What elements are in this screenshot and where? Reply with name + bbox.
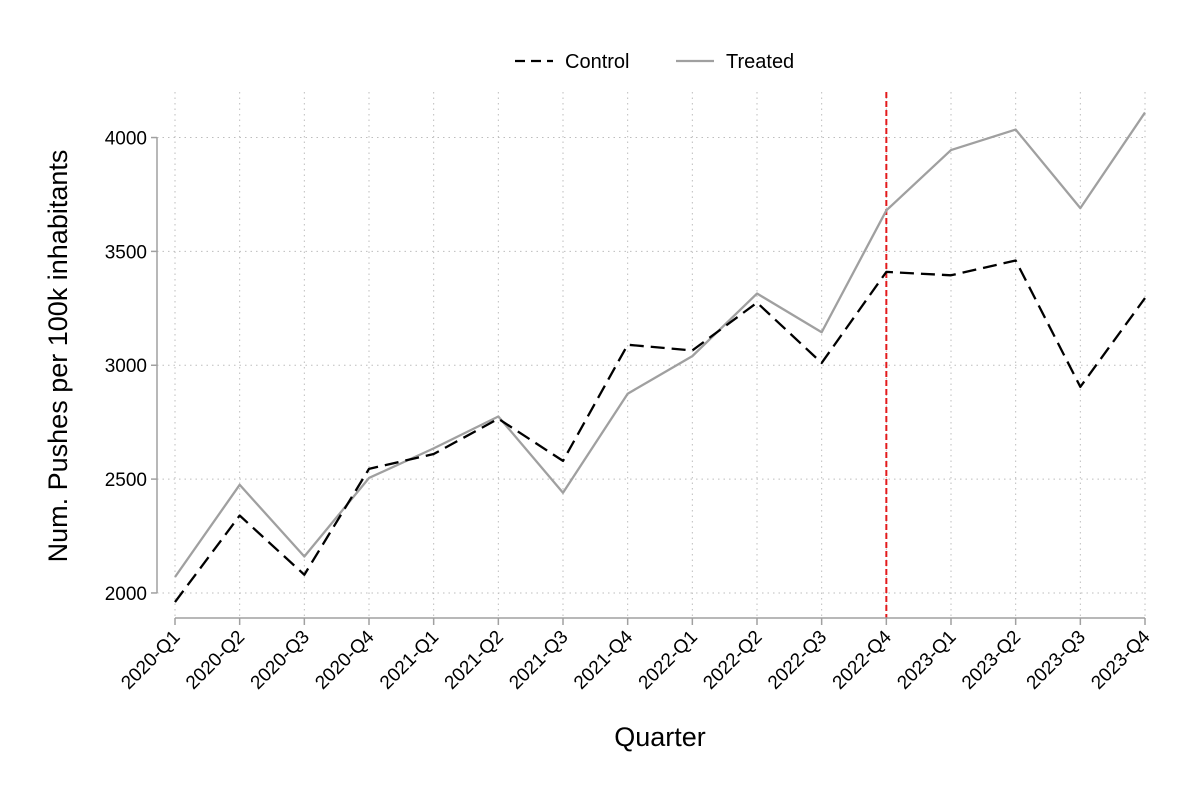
y-tick-label: 3500 — [105, 242, 147, 263]
series-line-treated — [174, 111, 1146, 578]
x-tick-label: 2023-Q1 — [893, 627, 960, 694]
x-axis-title: Quarter — [614, 722, 706, 752]
x-tick-label: 2023-Q4 — [1087, 626, 1154, 693]
legend-label-treated: Treated — [726, 51, 794, 73]
x-tick-label: 2021-Q4 — [570, 626, 637, 693]
grid — [157, 92, 1146, 618]
x-tick-label: 2023-Q2 — [958, 627, 1025, 694]
y-tick-label: 4000 — [105, 129, 147, 150]
x-tick-label: 2022-Q1 — [635, 627, 702, 694]
y-tick-label: 3000 — [105, 356, 147, 377]
x-tick-label: 2021-Q1 — [376, 627, 443, 694]
x-tick-label: 2020-Q4 — [311, 626, 378, 693]
y-tick-label: 2500 — [105, 470, 147, 491]
y-axis-title: Num. Pushes per 100k inhabitants — [43, 150, 73, 563]
x-tick-label: 2021-Q3 — [505, 627, 572, 694]
series-lines — [174, 111, 1146, 603]
x-tick-label: 2022-Q2 — [699, 627, 766, 694]
y-tick-label: 2000 — [105, 584, 147, 605]
series-line-control — [174, 259, 1146, 603]
x-tick-label: 2022-Q4 — [829, 626, 896, 693]
x-tick-label: 2020-Q3 — [247, 627, 314, 694]
x-tick-label: 2022-Q3 — [764, 627, 831, 694]
axes: 200025003000350040002020-Q12020-Q22020-Q… — [105, 129, 1155, 694]
x-tick-label: 2023-Q3 — [1023, 627, 1090, 694]
legend: Control Treated — [515, 51, 794, 73]
legend-label-control: Control — [565, 51, 629, 73]
x-tick-label: 2020-Q2 — [182, 627, 249, 694]
x-tick-label: 2020-Q1 — [117, 627, 184, 694]
x-tick-label: 2021-Q2 — [441, 627, 508, 694]
